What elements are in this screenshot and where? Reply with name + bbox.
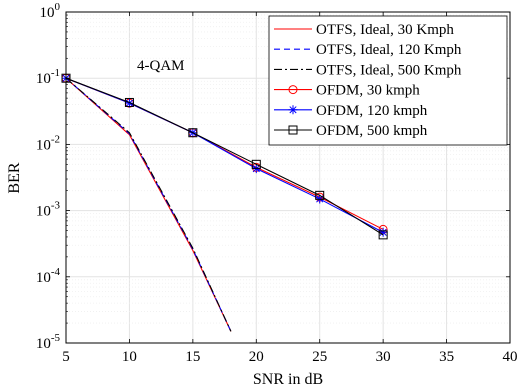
y-tick-label: 10-2	[36, 133, 60, 153]
y-tick-exponent: -1	[51, 67, 60, 79]
legend-label: OTFS, Ideal, 30 Kmph	[316, 22, 454, 38]
legend-entry: OTFS, Ideal, 120 Kmph	[274, 42, 462, 58]
x-tick-label: 5	[62, 349, 70, 365]
y-tick-base: 10	[36, 270, 51, 286]
legend: OTFS, Ideal, 30 Kmph OTFS, Ideal, 120 Kmp…	[268, 15, 508, 146]
legend-label: OTFS, Ideal, 500 Kmph	[316, 62, 462, 78]
y-tick-base: 10	[36, 137, 51, 153]
x-tick-label: 30	[376, 349, 391, 365]
series-layer	[61, 73, 388, 332]
legend-box	[268, 15, 508, 146]
y-tick-base: 10	[36, 336, 51, 352]
legend-marker	[288, 85, 298, 95]
legend-marker	[288, 125, 298, 135]
y-tick-base: 10	[36, 71, 51, 87]
data-point-marker	[188, 128, 198, 138]
data-point-marker	[124, 98, 134, 108]
series-2	[65, 77, 232, 332]
x-tick-label: 25	[312, 349, 327, 365]
y-tick-exponent: -5	[51, 332, 61, 344]
data-point-marker	[378, 227, 388, 237]
legend-label: OFDM, 120 kmph	[316, 103, 428, 119]
x-tick-label: 20	[249, 349, 264, 365]
data-point-marker	[251, 159, 261, 169]
data-point-marker	[315, 190, 325, 200]
legend-label: OFDM, 500 kmph	[316, 123, 428, 139]
y-tick-exponent: -3	[51, 200, 61, 212]
y-tick-label: 10-3	[36, 200, 61, 220]
y-tick-base: 10	[40, 5, 55, 21]
legend-entry: OFDM, 30 kmph	[274, 83, 420, 99]
y-tick-label: 10-1	[36, 67, 60, 87]
data-point-marker	[378, 230, 388, 240]
legend-label: OTFS, Ideal, 120 Kmph	[316, 42, 462, 58]
x-tick-label: 40	[503, 349, 518, 365]
legend-entry: OFDM, 120 kmph	[274, 103, 428, 119]
legend-label: OFDM, 30 kmph	[316, 83, 420, 99]
y-tick-label: 10-5	[36, 332, 61, 352]
x-tick-label: 35	[439, 349, 454, 365]
x-tick-label: 15	[185, 349, 200, 365]
legend-entry: OTFS, Ideal, 30 Kmph	[274, 22, 454, 38]
x-axis-label: SNR in dB	[253, 371, 323, 388]
legend-marker	[288, 105, 298, 115]
y-tick-exponent: 0	[55, 1, 61, 13]
y-tick-exponent: -2	[51, 133, 60, 145]
legend-entries: OTFS, Ideal, 30 Kmph OTFS, Ideal, 120 Kmp…	[274, 22, 462, 139]
legend-entry: OTFS, Ideal, 500 Kmph	[274, 62, 462, 78]
series-line	[65, 77, 384, 236]
y-tick-exponent: -4	[51, 266, 61, 278]
series-line	[65, 77, 232, 332]
data-point-marker	[124, 97, 134, 107]
y-tick-label: 10-4	[36, 266, 61, 286]
annotation-label: 4-QAM	[137, 58, 185, 74]
legend-entry: OFDM, 500 kmph	[274, 123, 428, 139]
x-tick-label: 10	[122, 349, 137, 365]
plot-frame	[65, 11, 511, 344]
y-axis-label: BER	[6, 162, 23, 193]
y-tick-label: 100	[40, 1, 61, 21]
y-tick-base: 10	[36, 204, 51, 220]
